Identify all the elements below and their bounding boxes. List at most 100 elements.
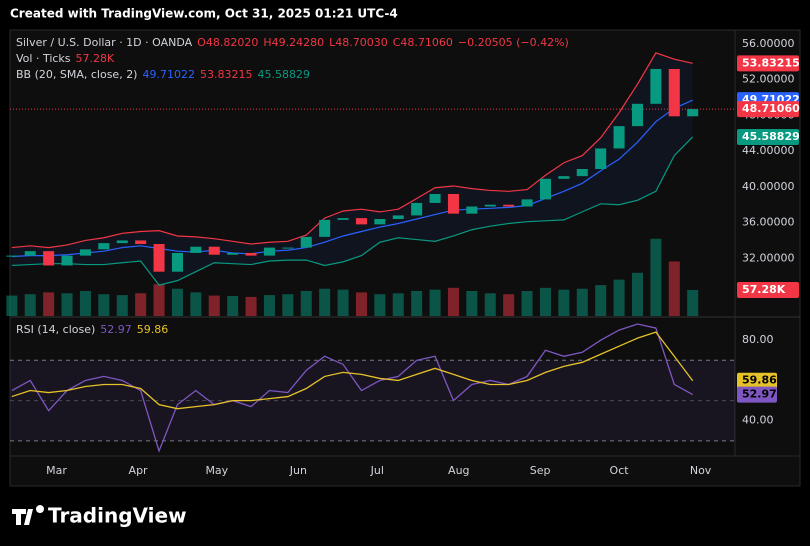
- volume-bar: [245, 296, 257, 316]
- volume-bar: [190, 292, 202, 316]
- candle: [466, 206, 478, 214]
- volume-legend-value: 57.28K: [76, 52, 115, 65]
- rsi-legend-value: 59.86: [137, 323, 169, 336]
- volume-bar: [208, 295, 220, 316]
- volume-bar: [24, 294, 36, 316]
- candle: [337, 218, 349, 220]
- candle: [43, 251, 55, 266]
- volume-bar: [171, 288, 183, 316]
- volume-legend-name: Vol · Ticks: [16, 52, 71, 65]
- volume-bar: [447, 287, 459, 316]
- volume-bar: [668, 261, 680, 316]
- candle: [6, 255, 18, 257]
- candle: [61, 255, 73, 266]
- rsi-ma-line: [11, 331, 694, 410]
- volume-bar: [466, 291, 478, 316]
- candle: [613, 126, 625, 149]
- volume-bar: [98, 294, 110, 316]
- volume-bar: [576, 288, 588, 316]
- candle: [392, 215, 404, 220]
- volume-bar: [6, 295, 18, 316]
- price-badge: [737, 128, 799, 145]
- volume-bar: [227, 296, 239, 316]
- volume-bar: [558, 289, 570, 316]
- candle: [355, 218, 367, 225]
- ohlc-value: C48.71060: [393, 36, 453, 49]
- ohlc-value: L48.70030: [329, 36, 388, 49]
- candle: [282, 247, 294, 249]
- rsi-tick-label: 40.00: [742, 414, 774, 427]
- candle: [484, 204, 496, 207]
- volume-badge: [737, 281, 799, 298]
- rsi-legend-value: 52.97: [100, 323, 132, 336]
- candle: [687, 109, 699, 117]
- bb-legend-value: 53.83215: [200, 68, 253, 81]
- candle: [116, 240, 128, 244]
- volume-bar: [687, 289, 699, 316]
- bb-legend-value: 49.71022: [142, 68, 195, 81]
- candle: [208, 246, 220, 255]
- volume-bar: [153, 284, 165, 316]
- rsi-tick-label: 80.00: [742, 333, 774, 346]
- x-tick-label: Apr: [129, 464, 149, 477]
- x-tick-label: Oct: [610, 464, 630, 477]
- brand-icon: [12, 505, 44, 525]
- y-tick-label: 32.00000: [742, 251, 795, 264]
- volume-bar: [79, 291, 91, 316]
- volume-bar: [355, 292, 367, 316]
- candle: [429, 194, 441, 203]
- x-tick-label: Nov: [690, 464, 712, 477]
- volume-bar: [503, 294, 515, 316]
- volume-bar: [539, 287, 551, 316]
- bb-legend-name: BB (20, SMA, close, 2): [16, 68, 137, 81]
- candle: [595, 148, 607, 169]
- brand-logo: TradingView: [12, 504, 187, 528]
- x-tick-label: Aug: [448, 464, 469, 477]
- candle: [539, 178, 551, 200]
- ohlc-value: H49.24280: [263, 36, 324, 49]
- price-badge-label: 48.71060: [742, 102, 800, 115]
- candle: [153, 244, 165, 272]
- x-tick-label: May: [205, 464, 228, 477]
- candle: [227, 252, 239, 255]
- candle: [190, 246, 202, 253]
- candle: [263, 247, 275, 256]
- rsi-badge: [737, 372, 777, 389]
- price-badge-label: 45.58829: [742, 130, 800, 143]
- volume-bar: [319, 288, 331, 316]
- bb-legend-value: 45.58829: [257, 68, 310, 81]
- y-tick-label: 52.00000: [742, 73, 795, 86]
- bb-fill: [11, 52, 693, 286]
- volume-bar: [650, 238, 662, 316]
- volume-bar: [135, 293, 147, 316]
- chart-frame: [9, 29, 801, 487]
- volume-bar: [613, 279, 625, 316]
- volume-bar: [61, 293, 73, 316]
- volume-bar: [484, 293, 496, 316]
- candle: [24, 251, 36, 256]
- volume-bar: [392, 293, 404, 316]
- ohlc-value: −0.20505 (−0.42%): [458, 36, 569, 49]
- candle: [245, 252, 257, 256]
- candle: [503, 204, 515, 207]
- candle: [300, 236, 312, 248]
- volume-bar: [300, 291, 312, 316]
- candle: [79, 249, 91, 256]
- rsi-line: [11, 323, 693, 453]
- volume-bar: [411, 291, 423, 316]
- y-tick-label: 56.00000: [742, 37, 795, 50]
- candle: [576, 168, 588, 177]
- volume-badge-label: 57.28K: [742, 283, 786, 296]
- volume-bar: [595, 285, 607, 316]
- candle: [98, 243, 110, 250]
- candle: [558, 176, 570, 179]
- x-tick-label: Jun: [289, 464, 307, 477]
- bb-line: [11, 136, 694, 286]
- symbol: Silver / U.S. Dollar · 1D · OANDA: [16, 36, 193, 49]
- candle: [668, 68, 680, 117]
- volume-bar: [337, 289, 349, 316]
- price-badge-label: 53.83215: [742, 56, 800, 69]
- candle: [135, 240, 147, 245]
- ohlc-value: O48.82020: [197, 36, 258, 49]
